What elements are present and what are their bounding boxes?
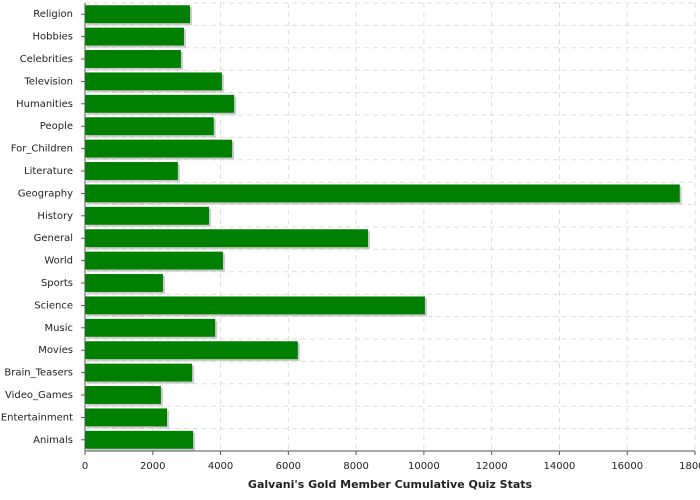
bar: [85, 94, 235, 113]
x-tick-label: 6000: [276, 461, 301, 472]
y-tick-label: Celebrities: [20, 54, 73, 65]
x-tick-label: 14000: [544, 461, 576, 472]
x-tick-label: 16000: [611, 461, 643, 472]
y-tick-label: Hobbies: [33, 32, 73, 43]
y-tick-label: Movies: [38, 345, 73, 356]
bar: [85, 229, 368, 248]
y-tick-label: Science: [34, 300, 73, 311]
y-tick-label: Animals: [33, 435, 73, 446]
bar: [85, 430, 194, 449]
bar: [85, 296, 425, 315]
y-tick-label: Sports: [41, 278, 73, 289]
x-tick-label: 18000: [679, 461, 700, 472]
bar: [85, 162, 178, 180]
y-tick-label: Religion: [33, 9, 73, 20]
bar: [85, 27, 184, 46]
y-tick-label: Humanities: [16, 99, 73, 110]
bar: [85, 117, 214, 136]
bar: [85, 5, 191, 24]
x-tick-label: 8000: [343, 461, 368, 472]
bar: [85, 318, 216, 337]
y-tick-label: Brain_Teasers: [4, 368, 73, 379]
bar: [85, 341, 298, 360]
bar: [85, 386, 161, 404]
bar: [85, 72, 222, 91]
bar: [85, 363, 193, 382]
bar: [85, 184, 680, 203]
y-tick-label: Television: [23, 76, 73, 87]
y-tick-label: Literature: [24, 166, 73, 177]
y-tick-label: Music: [45, 323, 73, 334]
y-tick-label: For_Children: [11, 144, 73, 155]
x-tick-label: 0: [82, 461, 88, 472]
x-tick-label: 10000: [408, 461, 440, 472]
x-tick-label: 12000: [476, 461, 508, 472]
bar: [85, 251, 223, 270]
bar: [85, 274, 163, 292]
bar: [85, 50, 181, 68]
y-tick-label: World: [44, 256, 73, 267]
y-tick-label: General: [34, 233, 73, 244]
bar: [85, 206, 210, 225]
y-tick-label: People: [40, 121, 73, 132]
bar: [85, 408, 168, 427]
y-tick-label: Video_Games: [5, 390, 73, 401]
x-tick-label: 4000: [208, 461, 233, 472]
x-axis-label: Galvani's Gold Member Cumulative Quiz St…: [248, 478, 533, 491]
y-tick-label: Entertainment: [1, 412, 73, 423]
bar: [85, 139, 233, 158]
y-tick-label: History: [37, 211, 73, 222]
y-tick-label: Geography: [18, 188, 73, 199]
x-tick-label: 2000: [140, 461, 165, 472]
